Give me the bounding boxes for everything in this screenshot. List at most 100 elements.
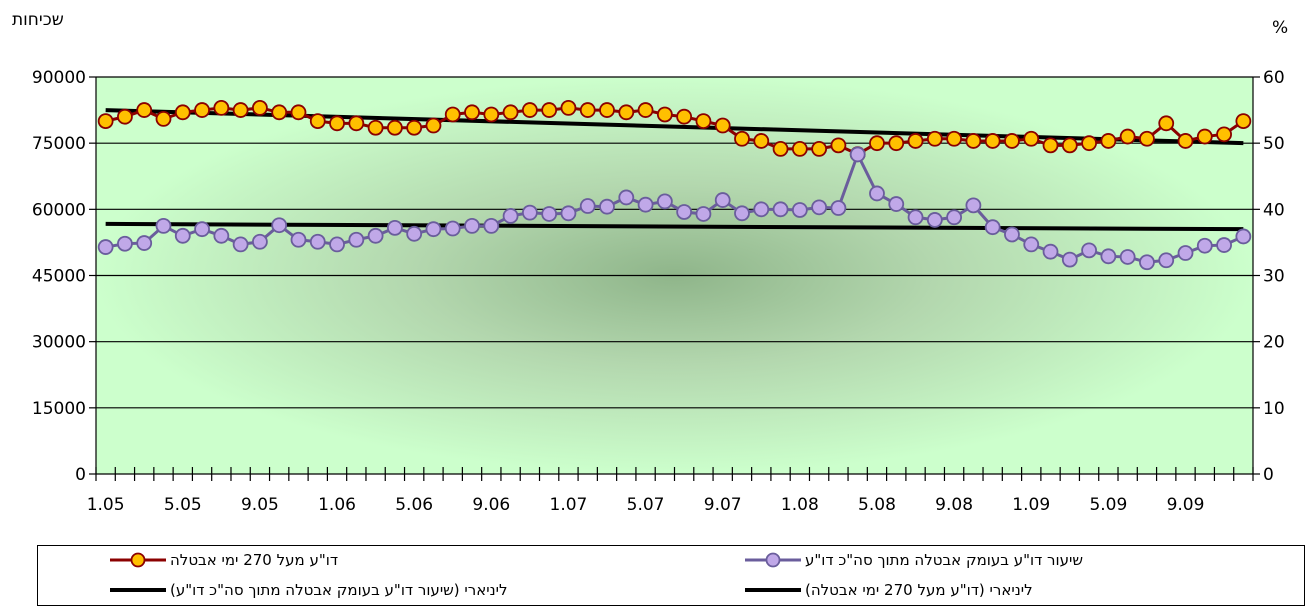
x-tick-label: 5.08: [858, 495, 896, 515]
y-left-tick-label: 0: [75, 465, 86, 485]
data-point-1: [791, 202, 808, 218]
y-left-axis-title: שכיחות: [12, 10, 64, 30]
data-point-0: [348, 115, 365, 132]
data-point-1: [271, 217, 288, 234]
y-left-tick-label: 75000: [32, 134, 86, 154]
data-point-1: [194, 221, 210, 238]
legend-label: ליניארי (שיעור דו"ע בעומק אבטלה מתוך סה"…: [170, 581, 508, 599]
legend-swatch: [745, 588, 801, 592]
data-point-0: [502, 104, 519, 121]
y-right-tick-label: 40: [1263, 200, 1285, 220]
data-point-1: [521, 204, 538, 221]
data-point-1: [811, 199, 828, 216]
legend-item: דו"ע מעל 270 ימי אבטלה: [108, 550, 338, 570]
data-point-0: [907, 133, 924, 149]
data-point-0: [1004, 133, 1020, 149]
data-point-0: [965, 133, 982, 149]
data-point-0: [232, 102, 249, 118]
data-point-1: [1081, 242, 1097, 259]
chart: 0 15000 30000 45000 60000 75000 90000 0 10 20 30 40…: [12, 10, 1288, 515]
data-point-1: [965, 197, 982, 214]
data-point-1: [753, 201, 770, 218]
y-left-tick-label: 30000: [32, 333, 86, 353]
data-point-0: [541, 102, 558, 118]
data-point-0: [1216, 126, 1232, 143]
data-point-1: [1061, 251, 1078, 268]
data-point-0: [97, 113, 114, 130]
data-point-0: [1196, 128, 1213, 145]
data-point-0: [271, 104, 288, 121]
data-point-0: [753, 133, 770, 149]
data-point-1: [425, 221, 442, 238]
data-point-0: [888, 135, 905, 152]
data-point-0: [946, 130, 963, 147]
data-point-0: [194, 102, 210, 118]
data-point-0: [425, 117, 442, 134]
data-point-0: [579, 102, 596, 118]
data-point-0: [811, 141, 828, 157]
data-point-1: [772, 201, 789, 218]
data-point-1: [213, 227, 230, 244]
data-point-0: [599, 102, 615, 118]
data-point-0: [483, 106, 500, 123]
data-point-1: [348, 231, 365, 248]
data-point-0: [1042, 137, 1059, 154]
data-point-0: [1119, 128, 1136, 145]
legend-item: ליניארי (שיעור דו"ע בעומק אבטלה מתוך סה"…: [108, 580, 508, 600]
data-point-1: [676, 204, 693, 220]
x-tick-label: 9.05: [241, 495, 279, 515]
x-tick-label: 5.07: [627, 495, 665, 515]
data-point-0: [1023, 130, 1040, 147]
y-right-tick-label: 60: [1263, 68, 1285, 88]
data-point-1: [656, 193, 673, 210]
data-point-1: [367, 227, 384, 244]
data-point-1: [849, 146, 866, 163]
data-point-1: [541, 206, 558, 222]
data-point-0: [367, 119, 384, 136]
data-point-0: [560, 99, 577, 116]
data-point-0: [926, 130, 943, 147]
x-tick-label: 5.05: [164, 495, 202, 515]
data-point-1: [464, 217, 480, 234]
legend-item: ליניארי (דו"ע מעל 270 ימי אבטלה): [743, 580, 1033, 600]
x-tick-label: 1.06: [318, 495, 356, 515]
data-point-0: [1235, 113, 1252, 130]
data-point-1: [444, 220, 461, 237]
data-point-1: [386, 219, 403, 236]
data-point-1: [560, 205, 577, 222]
x-tick-label: 9.06: [472, 495, 510, 515]
data-point-0: [406, 119, 423, 136]
data-point-0: [772, 141, 789, 157]
data-point-0: [791, 141, 808, 157]
legend-label: שיעור דו"ע בעומק אבטלה מתוך סה"כ דו"ע: [805, 551, 1083, 569]
x-tick-label: 1.05: [87, 495, 125, 515]
data-point-1: [136, 235, 153, 251]
y-right-tick-label: 0: [1263, 465, 1274, 485]
data-point-1: [946, 209, 963, 226]
data-point-0: [1177, 133, 1194, 149]
data-point-0: [464, 104, 480, 121]
data-point-0: [174, 104, 191, 121]
data-point-0: [1100, 133, 1117, 149]
x-tick-label: 9.09: [1167, 495, 1205, 515]
data-point-0: [444, 106, 461, 123]
data-point-0: [252, 99, 268, 116]
data-point-0: [521, 102, 538, 118]
legend-swatch: [745, 552, 801, 568]
data-point-1: [174, 227, 191, 244]
x-tick-label: 5.06: [395, 495, 433, 515]
data-point-1: [1139, 254, 1155, 271]
data-point-1: [406, 225, 423, 242]
data-point-1: [1100, 248, 1117, 265]
data-point-0: [714, 117, 731, 134]
data-point-0: [213, 99, 230, 116]
data-point-1: [290, 231, 307, 248]
data-point-0: [656, 106, 673, 123]
data-point-0: [734, 130, 750, 147]
data-point-1: [714, 192, 731, 208]
x-tick-label: 1.07: [550, 495, 588, 515]
y-right-tick-label: 50: [1263, 134, 1285, 154]
data-point-1: [502, 208, 519, 224]
data-point-1: [1042, 243, 1059, 260]
data-point-1: [117, 235, 133, 252]
